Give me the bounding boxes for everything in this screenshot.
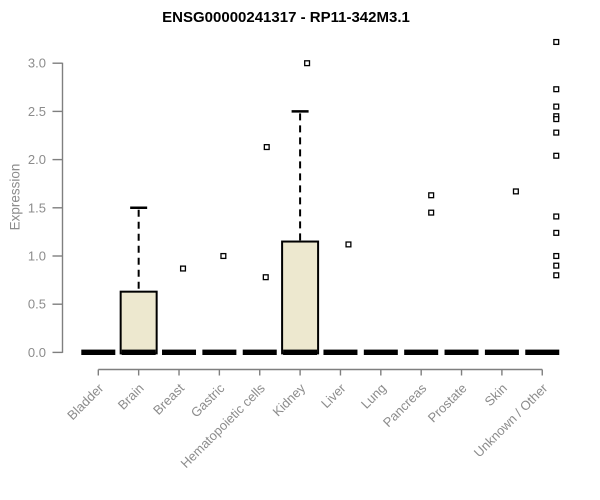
outlier-point: [179, 265, 187, 272]
outlier-point: [262, 274, 269, 281]
x-tick-label: Unknown / Other: [471, 380, 551, 460]
median-line: [121, 349, 156, 355]
outlier-point: [512, 188, 519, 195]
box: [119, 290, 158, 355]
x-tick-label: Gastric: [188, 380, 228, 420]
outlier-point: [553, 129, 560, 136]
x-tick-label: Bladder: [64, 380, 107, 423]
outlier-point: [553, 229, 560, 236]
outlier-point: [428, 209, 435, 216]
x-tick-label: Pancreas: [380, 380, 430, 430]
median-line: [525, 349, 560, 355]
median-line: [242, 349, 277, 355]
outlier-point: [345, 241, 352, 248]
y-tick-label: 1.5: [28, 200, 46, 215]
median-line: [202, 349, 237, 355]
outlier-point: [263, 144, 270, 151]
median-line: [404, 349, 439, 355]
outlier-point: [553, 213, 560, 220]
x-tick-label: Liver: [318, 380, 349, 411]
x-tick-label: Breast: [150, 380, 187, 417]
y-tick-label: 0.0: [28, 345, 46, 360]
median-line: [81, 349, 116, 355]
outlier-point: [553, 116, 560, 123]
y-tick-label: 2.0: [28, 152, 46, 167]
x-tick-label: Brain: [115, 381, 147, 413]
x-tick-label: Prostate: [425, 381, 470, 426]
outlier-point: [553, 252, 560, 260]
outlier-point: [304, 60, 311, 67]
y-tick-label: 0.5: [28, 297, 46, 312]
outlier-point: [553, 38, 560, 46]
median-line: [283, 349, 318, 355]
outlier-point: [553, 262, 560, 269]
median-line: [444, 349, 479, 355]
outlier-point: [553, 86, 560, 93]
y-tick-label: 3.0: [28, 56, 46, 71]
median-line: [484, 349, 519, 355]
outlier-point: [553, 272, 560, 279]
outlier-point: [220, 252, 227, 260]
outlier-point: [553, 103, 560, 110]
chart-title: ENSG00000241317 - RP11-342M3.1: [162, 9, 410, 26]
outlier-point: [428, 192, 435, 199]
x-tick-label: Lung: [358, 381, 389, 412]
box: [281, 240, 320, 355]
outlier-point: [553, 152, 560, 159]
x-tick-label: Skin: [482, 381, 510, 409]
y-tick-label: 2.5: [28, 104, 46, 119]
y-tick-label: 1.0: [28, 249, 46, 264]
x-tick-label: Kidney: [270, 380, 309, 419]
median-line: [323, 349, 358, 355]
median-line: [162, 349, 197, 355]
median-line: [363, 349, 398, 355]
